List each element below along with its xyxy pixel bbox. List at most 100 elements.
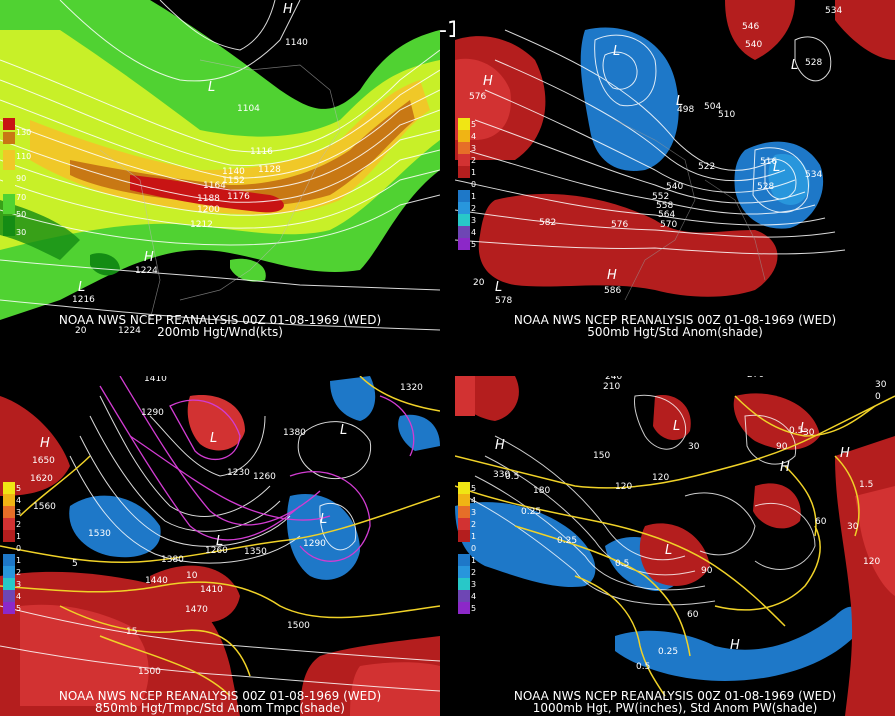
contour-label: 120 [652,473,670,483]
legend-label: 30 [16,228,27,237]
contour-label: 1188 [197,194,220,204]
contour-label: 1224 [118,326,141,336]
contour-label: 5 [72,559,78,569]
legend-swatch [458,554,470,566]
legend-label: 3 [471,216,477,225]
legend-label: 1 [471,168,477,177]
contour-label: 330 [493,470,511,480]
contour-label: 0.5 [789,426,804,436]
contour-label: 1470 [185,605,208,615]
legend-label: 2 [471,204,477,213]
contour-label: 0.5 [615,559,630,569]
pressure-center: L [320,512,328,527]
pressure-center: L [665,543,673,558]
contour-label: 0.25 [658,647,679,657]
pressure-center: L [495,280,503,295]
panel-caption-source: NOAA NWS NCEP REANALYSIS 00Z 01-08-1969 … [513,313,837,327]
contour-label: 1380 [283,428,306,438]
legend-swatch [3,482,15,494]
contour-label: 510 [718,110,736,120]
contour-label: 1104 [237,104,260,114]
contour-label: 564 [658,210,676,220]
panel-caption-variable: 850mb Hgt/Tmpc/Std Anom Tmpc(shade) [95,701,345,715]
contour-label: 1500 [287,621,310,631]
legend-label: 4 [16,592,22,601]
contour-label: 15 [126,627,138,637]
contour-label: 1410 [200,585,223,595]
legend-label: 130 [16,128,32,137]
legend-label: 2 [471,520,477,529]
contour-label: 180 [533,486,551,496]
contour-label: 20 [473,278,485,288]
legend-swatch [458,238,470,250]
legend-swatch [3,172,15,192]
panel-caption-source: NOAA NWS NCEP REANALYSIS 00Z 01-08-1969 … [58,313,382,327]
legend-label: 0 [471,180,477,189]
contour-label: 30 [803,428,815,438]
legend-label: 5 [471,484,477,493]
legend-swatch [458,190,470,202]
panel-caption-variable: 200mb Hgt/Wnd(kts) [157,325,283,339]
legend-label: 70 [16,193,27,202]
pressure-center: H [483,74,493,89]
legend-label: 4 [471,496,477,505]
contour-label: 1440 [145,576,168,586]
contour-label: 60 [687,610,699,620]
legend-label: 1 [471,192,477,201]
legend-swatch [3,590,15,602]
contour-label: 150 [593,451,611,461]
legend-swatch [3,518,15,530]
contour-label: 1224 [135,266,158,276]
legend-swatch [458,590,470,602]
contour-label: 540 [745,40,763,50]
panel-caption-source: NOAA NWS NCEP REANALYSIS 00Z 01-08-1969 … [513,689,837,703]
legend-swatch [458,130,470,142]
contour-label: 498 [677,105,695,115]
pressure-center: L [673,419,681,434]
legend-swatch [458,530,470,542]
contour-label: 504 [704,102,722,112]
pressure-center: L [791,58,799,73]
map-500mb [455,0,895,340]
contour-label: 578 [495,296,513,306]
pressure-center: L [773,160,781,175]
contour-label: 570 [660,220,678,230]
contour-label: 1164 [203,181,226,191]
map-1000mb [455,376,895,716]
contour-label: 210 [603,382,621,392]
pressure-center: H [283,2,293,17]
panel-1000mb: 5 4 3 2 1 0 1 2 3 4 5 240 210 270 30 0 3… [455,376,895,716]
legend-label: 3 [16,508,22,517]
legend-label: 4 [471,592,477,601]
contour-label: 1380 [161,555,184,565]
pressure-center: L [208,80,216,95]
contour-label: 522 [698,162,716,172]
contour-label: 0.25 [521,507,542,517]
pressure-center: L [340,423,348,438]
contour-label: 546 [742,22,760,32]
contour-label: 0.5 [505,472,520,482]
contour-label: 1500 [138,667,161,677]
legend-label: 90 [16,174,27,183]
contour-label: 576 [469,92,487,102]
contour-label: 0 [875,392,881,402]
pressure-center: L [800,421,808,436]
legend-label: 110 [16,152,32,161]
legend-swatch [458,482,470,494]
contour-label: 576 [611,220,629,230]
legend-label: 5 [471,120,477,129]
contour-label: 552 [652,192,670,202]
contour-label: 1350 [244,547,267,557]
pressure-center: H [780,460,790,475]
pressure-center: L [216,534,224,549]
legend-label: 5 [471,240,477,249]
contour-label: 90 [776,442,788,452]
legend-label: 1 [471,556,477,565]
contour-label: 1620 [30,474,53,484]
contour-label: 1140 [285,38,308,48]
legend-label: 2 [16,568,22,577]
legend-swatch [3,506,15,518]
legend-swatch [458,142,470,154]
panel-500mb: 5 4 3 2 1 0 1 2 3 4 5 546 540 534 528 57… [455,0,895,340]
legend-label: 3 [471,580,477,589]
